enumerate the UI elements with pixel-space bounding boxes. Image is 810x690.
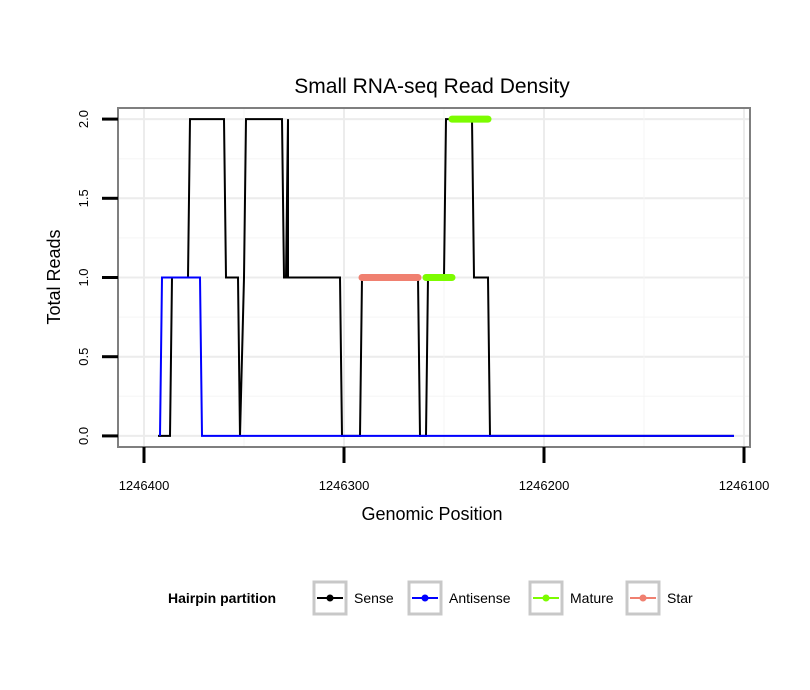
x-axis-title: Genomic Position xyxy=(361,504,502,524)
x-tick-label: 1246300 xyxy=(319,478,370,493)
legend-label-star: Star xyxy=(667,590,693,606)
series-line-antisense xyxy=(159,276,734,437)
x-tick-label: 1246200 xyxy=(519,478,570,493)
series-layer xyxy=(158,115,734,437)
y-tick-label: 0.5 xyxy=(76,348,91,366)
legend-label-sense: Sense xyxy=(354,590,394,606)
legend-key-point-mature xyxy=(542,594,550,602)
legend-key-point-star xyxy=(639,594,647,602)
legend-title: Hairpin partition xyxy=(168,590,276,606)
x-tick-label: 1246400 xyxy=(119,478,170,493)
y-tick-label: 1.5 xyxy=(76,189,91,207)
legend-key-point-antisense xyxy=(421,594,429,602)
legend-key-point-sense xyxy=(326,594,334,602)
y-tick-label: 1.0 xyxy=(76,268,91,286)
x-tick-label: 1246100 xyxy=(719,478,770,493)
y-tick-label: 2.0 xyxy=(76,110,91,128)
x-axis: 1246400 1246300 1246200 1246100 xyxy=(119,447,770,493)
legend-label-antisense: Antisense xyxy=(449,590,511,606)
y-axis: 0.0 0.5 1.0 1.5 2.0 xyxy=(76,110,118,445)
y-axis-title: Total Reads xyxy=(44,229,64,324)
y-tick-label: 0.0 xyxy=(76,427,91,445)
chart-title: Small RNA-seq Read Density xyxy=(294,75,570,98)
legend-label-mature: Mature xyxy=(570,590,614,606)
legend: Hairpin partition Sense Antisense Mature St… xyxy=(168,580,693,616)
